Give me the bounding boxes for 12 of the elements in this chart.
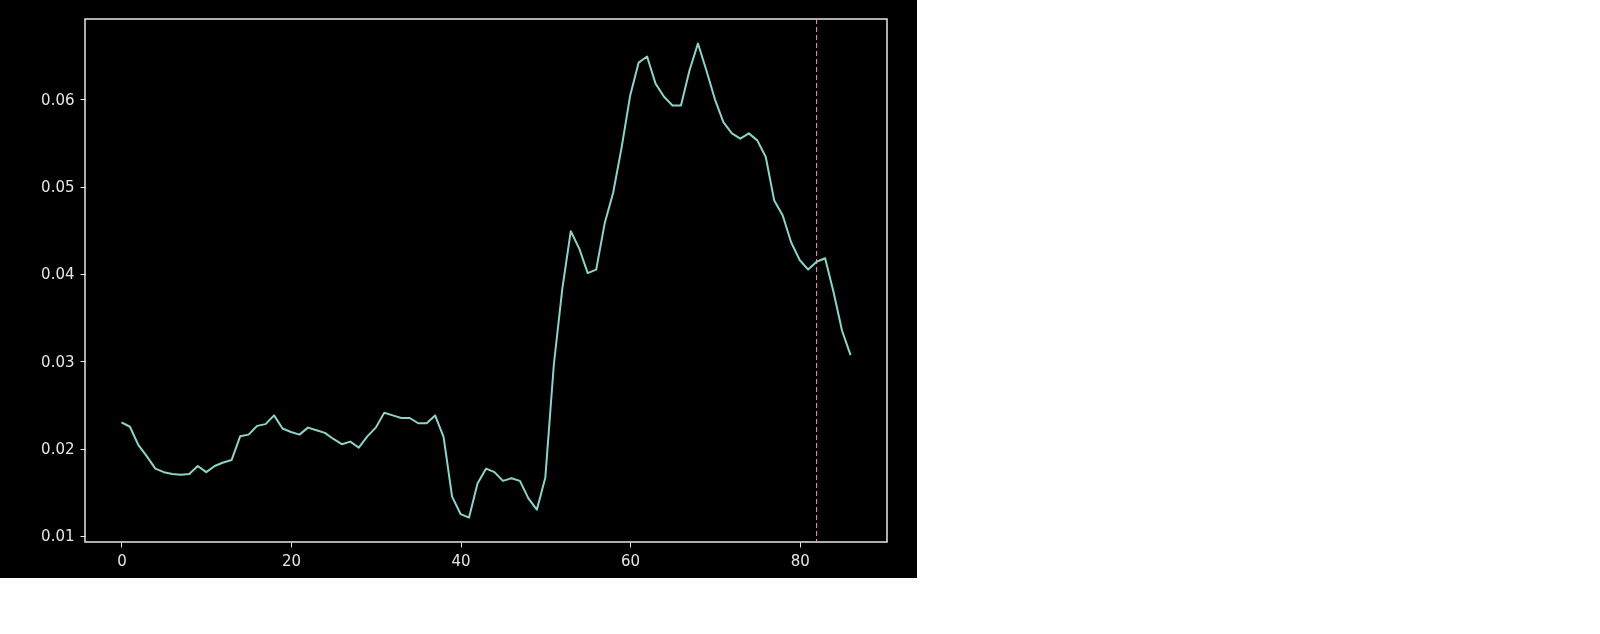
y-tick-label: 0.02 [41,440,75,459]
x-tick-label: 20 [281,551,302,570]
x-tick-label: 0 [117,551,127,570]
x-tick-label: 80 [790,551,810,570]
y-tick-label: 0.01 [41,527,75,546]
y-tick-label: 0.04 [41,265,75,284]
line-series [120,42,852,519]
y-tick-label: 0.05 [41,178,75,197]
x-tick-label: 60 [621,551,641,570]
y-tick-label: 0.06 [41,90,75,109]
y-tick-label: 0.03 [41,352,75,371]
x-tick-label: 40 [451,551,471,570]
